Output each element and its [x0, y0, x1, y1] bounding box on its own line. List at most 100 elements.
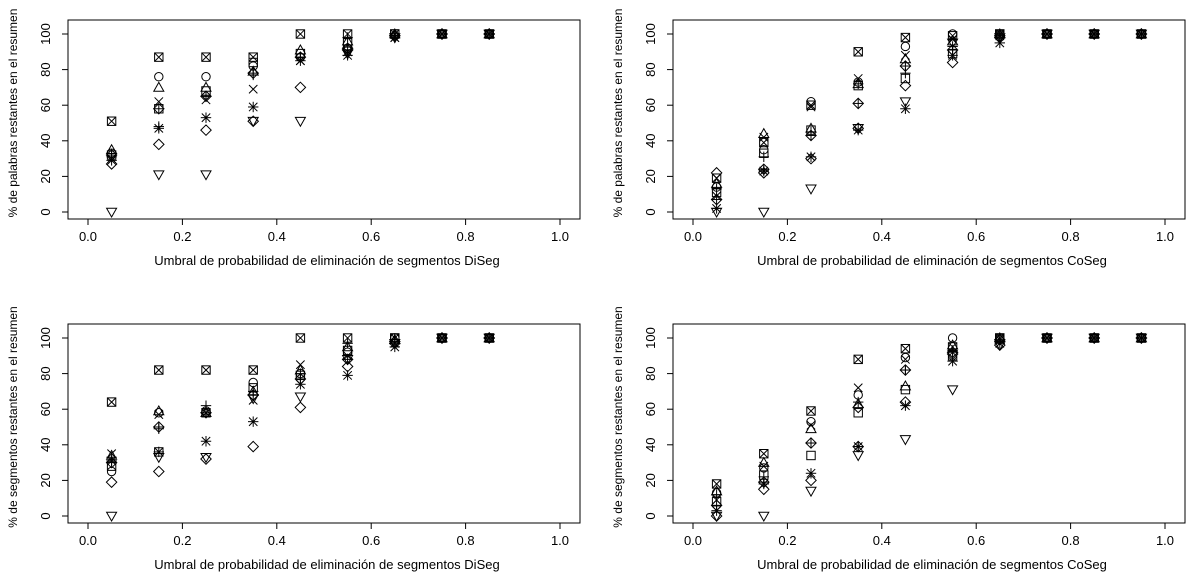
data-point-triangle-down: [341, 49, 354, 60]
data-point-asterisk: [106, 455, 117, 467]
data-point-x: [806, 102, 816, 112]
x-tick-label: 0.8: [457, 229, 475, 244]
y-tick-label: 0: [643, 512, 658, 519]
data-point-diamond: [946, 56, 959, 69]
data-point-triangle-down: [388, 33, 401, 44]
y-tick-label: 60: [38, 98, 53, 112]
data-point-circle: [154, 72, 164, 82]
x-axis-label: Umbral de probabilidad de eliminación de…: [154, 253, 499, 268]
y-tick-label: 40: [643, 134, 658, 148]
x-tick-label: 0.2: [173, 229, 191, 244]
data-point-triangle-down: [200, 170, 212, 181]
x-tick-label: 0.0: [684, 229, 702, 244]
data-point-asterisk: [805, 468, 817, 479]
data-point-triangle-down: [852, 451, 865, 462]
data-point-boxed-x: [106, 116, 117, 126]
scatter-panel-2: 0.0 0.2 0.4 0.6 0.8 1.0 Umbral de probabilidad…: [611, 9, 1186, 268]
x-axis-label: Umbral de probabilidad de eliminación de…: [154, 557, 499, 572]
data-point-diamond-plus: [247, 67, 260, 80]
data-point-diamond: [899, 79, 912, 92]
x-tick-label: 0.6: [362, 229, 380, 244]
data-point-x: [107, 449, 117, 459]
data-point-boxed-x: [248, 52, 258, 62]
data-point-asterisk: [900, 400, 911, 411]
data-point-boxed-x: [248, 365, 258, 375]
plot-frame: [672, 19, 1186, 220]
data-point-diamond: [294, 81, 307, 94]
data-point-diamond-plus: [152, 102, 165, 115]
data-point-diamond: [341, 360, 354, 373]
data-point-boxed-x: [900, 343, 911, 354]
x-tick-label: 0.4: [873, 533, 891, 548]
data-point-triangle-down: [1088, 333, 1101, 345]
data-point-boxed-x: [295, 29, 306, 39]
data-point-plus: [711, 183, 722, 195]
data-point-square: [806, 450, 816, 461]
data-point-square: [154, 104, 164, 114]
data-point-triangle-down: [757, 207, 770, 219]
data-point-x: [759, 132, 769, 142]
data-point-x: [759, 461, 769, 471]
x-axis-label: Umbral de probabilidad de eliminación de…: [757, 253, 1107, 268]
data-point-triangle-down: [1135, 29, 1148, 41]
x-tick-label: 0.2: [173, 533, 191, 548]
y-tick-label: 100: [38, 23, 53, 45]
data-point-circle: [201, 72, 211, 82]
data-point-circle: [806, 96, 816, 107]
data-point-boxed-x: [900, 32, 911, 43]
data-point-square: [900, 384, 911, 395]
data-point-x: [900, 50, 910, 60]
data-point-boxed-x: [295, 333, 306, 343]
y-tick-label: 80: [643, 62, 658, 76]
y-tick-label: 0: [38, 512, 53, 519]
x-tick-label: 0.2: [778, 229, 796, 244]
x-tick-label: 0.6: [967, 533, 985, 548]
scatter-panel-1: 0.0 0.2 0.4 0.6 0.8 1.0 Umbral de probabilidad…: [6, 9, 581, 268]
x-tick-label: 0.8: [1062, 533, 1080, 548]
plot-frame: [67, 19, 581, 220]
data-point-square: [900, 73, 911, 84]
data-point-square: [806, 125, 816, 135]
data-point-diamond: [152, 138, 165, 151]
data-point-diamond: [341, 42, 354, 55]
data-point-diamond: [852, 401, 865, 414]
data-point-diamond: [294, 401, 307, 414]
y-axis-label: % de palabras restantes en el resumen: [6, 9, 20, 218]
x-tick-label: 0.0: [79, 533, 97, 548]
scatter-panel-4: 0.0 0.2 0.4 0.6 0.8 1.0 Umbral de probabilidad…: [611, 306, 1186, 572]
data-point-triangle-down: [899, 435, 912, 446]
y-tick-label: 100: [643, 327, 658, 349]
y-tick-label: 60: [38, 402, 53, 416]
y-tick-label: 20: [38, 169, 53, 183]
data-point-diamond-plus: [805, 129, 817, 142]
data-point-diamond: [805, 474, 817, 487]
x-axis-label: Umbral de probabilidad de eliminación de…: [757, 557, 1107, 572]
data-point-square: [201, 408, 211, 418]
data-point-square: [248, 57, 258, 68]
data-point-asterisk: [106, 155, 117, 166]
data-point-diamond: [247, 440, 260, 453]
data-point-boxed-x: [806, 406, 816, 416]
data-point-triangle-down: [294, 392, 307, 403]
data-point-triangle-down: [388, 339, 401, 350]
x-tick-label: 0.2: [778, 533, 796, 548]
y-tick-label: 100: [38, 327, 53, 349]
data-point-asterisk: [248, 101, 259, 113]
data-point-triangle-down: [341, 355, 354, 366]
data-point-triangle-down: [993, 340, 1006, 352]
data-point-square: [853, 408, 863, 418]
x-tick-label: 0.4: [873, 229, 891, 244]
x-tick-label: 0.6: [967, 229, 985, 244]
data-point-boxed-x: [201, 52, 211, 62]
data-point-diamond-plus: [200, 90, 212, 103]
data-point-boxed-x: [154, 52, 164, 62]
data-point-asterisk: [947, 50, 958, 61]
data-point-triangle-up: [152, 81, 165, 92]
data-point-circle: [947, 333, 958, 343]
y-tick-label: 40: [643, 438, 658, 452]
data-point-asterisk: [153, 123, 164, 134]
data-point-triangle-down: [710, 207, 723, 219]
data-point-triangle-down: [200, 452, 212, 464]
x-tick-label: 0.0: [684, 533, 702, 548]
